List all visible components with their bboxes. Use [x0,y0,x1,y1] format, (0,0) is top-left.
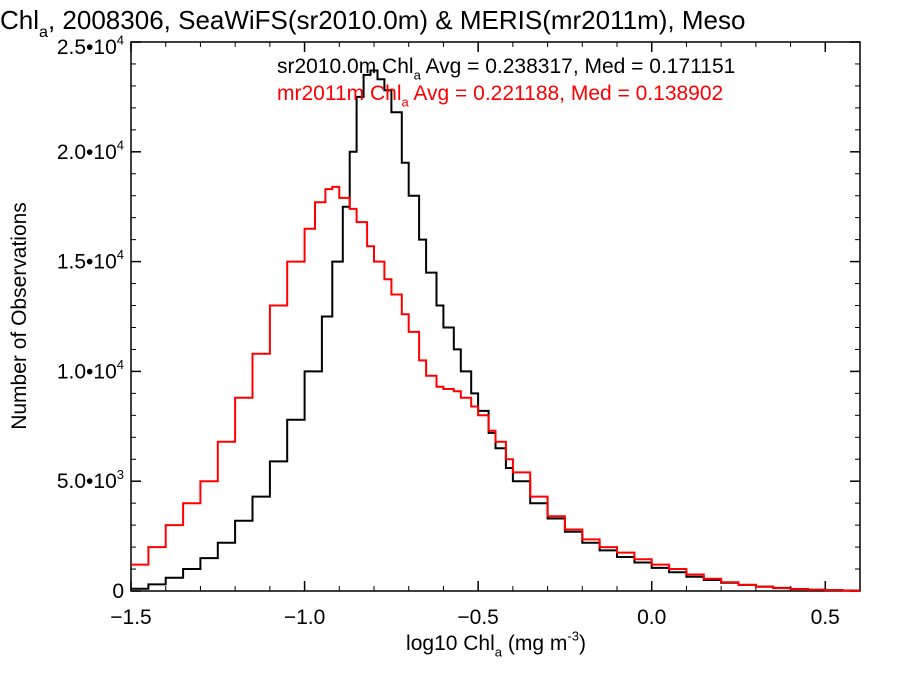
x-tick-label: 0.5 [811,606,840,629]
y-tick-label: 1.0•104​ [57,357,124,383]
legend-entry: sr2010.0m Chla​ Avg = 0.238317, Med = 0.… [277,55,735,82]
y-tick-label: 2.0•104​ [57,137,124,163]
y-tick-label: 1.5•104​ [57,247,124,273]
series-lines [131,69,861,592]
axis-ticks: −1.5 −1.0 −0.5 0.0 0.5 0 5.0•103​ 1.0•104​ 1.5•1… [57,33,861,629]
series-line-sr2010-0m [131,69,861,592]
x-tick-label: 0.0 [637,606,666,629]
y-tick-label: 0 [112,580,124,603]
y-axis-label: Number of Observations [8,202,31,430]
plot-frame [130,41,861,592]
legend: sr2010.0m Chla​ Avg = 0.238317, Med = 0.… [277,55,735,109]
y-tick-label: 2.5•104​ [57,33,124,59]
x-tick-label: −1.5 [110,606,151,629]
x-tick-label: −1.0 [284,606,325,629]
series-line-mr2011m [131,185,861,592]
chart-title: Chla​, 2008306, SeaWiFS(sr2010.0m) & MER… [0,5,745,41]
x-axis-label: log10 Chla​ (mg m-3​) [406,629,586,660]
y-tick-label: 5.0•103​ [57,467,124,493]
legend-entry: mr2011m Chla​ Avg = 0.221188, Med = 0.13… [277,82,723,109]
x-tick-label: −0.5 [457,606,498,629]
